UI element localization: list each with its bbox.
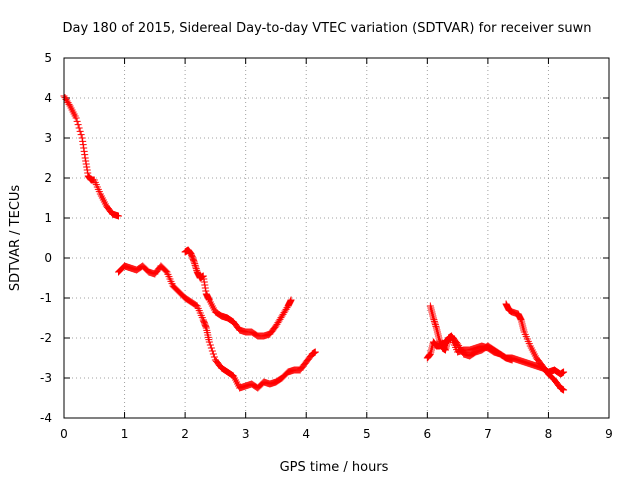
- data-point: [79, 137, 87, 145]
- data-point: [192, 263, 200, 271]
- data-points: [60, 92, 568, 394]
- data-point: [208, 347, 216, 355]
- y-tick-label: 0: [44, 251, 52, 265]
- data-point: [74, 121, 82, 129]
- y-tick-label: -2: [40, 331, 52, 345]
- grid: [64, 58, 609, 418]
- data-point: [432, 322, 440, 330]
- series-arc3: [181, 246, 295, 340]
- data-point: [430, 316, 438, 324]
- data-point: [206, 341, 214, 349]
- data-point: [431, 321, 439, 329]
- data-point: [79, 141, 87, 149]
- data-point: [560, 368, 568, 376]
- data-point: [560, 386, 568, 394]
- data-point: [81, 154, 89, 162]
- data-point: [431, 319, 439, 327]
- y-axis-label: SDTVAR / TECUs: [8, 185, 23, 292]
- x-tick-label: 6: [424, 427, 432, 441]
- x-tick-label: 0: [60, 427, 68, 441]
- series-arc2: [115, 262, 319, 392]
- data-point: [425, 351, 433, 359]
- data-point: [287, 297, 295, 305]
- data-point: [190, 257, 198, 265]
- data-point: [77, 131, 85, 139]
- data-point: [82, 160, 90, 168]
- y-tick-label: 5: [44, 51, 52, 65]
- data-point: [65, 100, 73, 108]
- data-point: [80, 144, 88, 152]
- y-tick-label: 1: [44, 211, 52, 225]
- data-point: [209, 350, 217, 358]
- data-point: [76, 127, 84, 135]
- data-point: [287, 296, 295, 304]
- data-point: [200, 278, 208, 286]
- data-point: [311, 348, 319, 356]
- data-point: [207, 344, 215, 352]
- y-tick-label: -3: [40, 371, 52, 385]
- x-tick-label: 5: [363, 427, 371, 441]
- data-point: [73, 117, 81, 125]
- series-arc6: [502, 300, 568, 394]
- data-point: [210, 353, 218, 361]
- data-point: [508, 356, 516, 364]
- series-arc1: [60, 92, 122, 220]
- data-point: [75, 124, 83, 132]
- data-point: [83, 163, 91, 171]
- data-point: [81, 151, 89, 159]
- x-tick-label: 3: [242, 427, 250, 441]
- data-point: [191, 261, 199, 269]
- data-point: [192, 265, 200, 273]
- y-tick-label: 2: [44, 171, 52, 185]
- data-point: [200, 275, 208, 283]
- data-point: [205, 338, 213, 346]
- x-tick-label: 4: [302, 427, 310, 441]
- data-point: [115, 212, 122, 220]
- y-tick-label: 4: [44, 91, 52, 105]
- data-point: [80, 147, 88, 155]
- y-tick-label: 3: [44, 131, 52, 145]
- data-point: [201, 281, 209, 289]
- data-point: [72, 114, 80, 122]
- x-tick-label: 8: [545, 427, 553, 441]
- data-point: [517, 315, 525, 323]
- chart-title: Day 180 of 2015, Sidereal Day-to-day VTE…: [62, 21, 591, 36]
- data-point: [202, 287, 210, 295]
- data-point: [78, 134, 86, 142]
- data-point: [84, 169, 92, 177]
- data-point: [205, 295, 213, 303]
- data-point: [202, 323, 210, 331]
- data-point: [191, 260, 199, 268]
- data-point: [83, 166, 91, 174]
- x-tick-label: 7: [484, 427, 492, 441]
- y-tick-label: -4: [40, 411, 52, 425]
- x-tick-label: 1: [121, 427, 129, 441]
- x-tick-label: 9: [605, 427, 613, 441]
- axis-ticks: 0 1 2 3 4 5 6 7 8 9 -4 -3 -2 -1 0 1 2 3 4 5: [40, 51, 613, 441]
- series-arc5: [426, 302, 516, 364]
- x-axis-label: GPS time / hours: [280, 460, 389, 475]
- y-tick-label: -1: [40, 291, 52, 305]
- data-point: [82, 157, 90, 165]
- plot-frame: [63, 57, 610, 419]
- x-tick-label: 2: [181, 427, 189, 441]
- data-point: [430, 317, 438, 325]
- data-point: [190, 258, 198, 266]
- data-point: [429, 314, 437, 322]
- data-point: [199, 272, 207, 280]
- data-point: [201, 284, 209, 292]
